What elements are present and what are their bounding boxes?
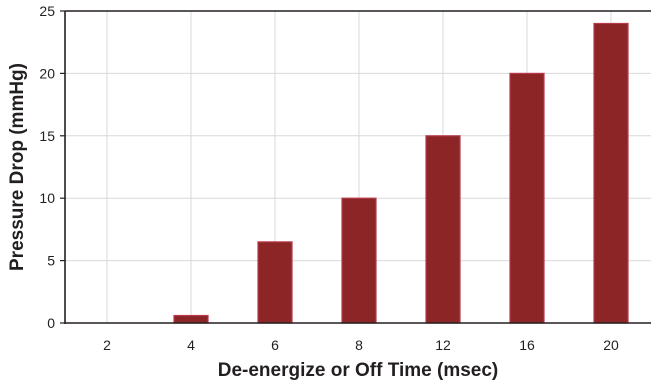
x-tick-label: 6 <box>271 337 279 353</box>
bar-8 <box>341 197 377 324</box>
y-tick-label: 10 <box>39 190 55 206</box>
y-axis-title: Pressure Drop (mmHg) <box>7 63 28 271</box>
x-axis-title: De-energize or Off Time (msec) <box>218 360 499 381</box>
x-tick-labels: 2 4 6 8 12 16 20 <box>103 337 619 353</box>
y-tick-label: 25 <box>39 3 55 19</box>
x-tick-label: 20 <box>603 337 619 353</box>
bar-6 <box>257 241 293 324</box>
y-tick-label: 5 <box>47 253 55 269</box>
x-tick-label: 16 <box>519 337 535 353</box>
x-tick-label: 2 <box>103 337 111 353</box>
x-tick-label: 12 <box>435 337 451 353</box>
x-tick-label: 8 <box>355 337 363 353</box>
bar-20 <box>593 22 629 324</box>
axes <box>60 10 651 324</box>
bar-4 <box>173 314 209 324</box>
bars <box>173 22 629 324</box>
y-tick-label: 15 <box>39 128 55 144</box>
x-tick-label: 4 <box>187 337 195 353</box>
y-tick-labels: 0 5 10 15 20 25 <box>39 3 55 331</box>
bar-12 <box>425 135 461 324</box>
y-tick-label: 0 <box>47 315 55 331</box>
y-tick-label: 20 <box>39 65 55 81</box>
bar-16 <box>509 72 545 324</box>
